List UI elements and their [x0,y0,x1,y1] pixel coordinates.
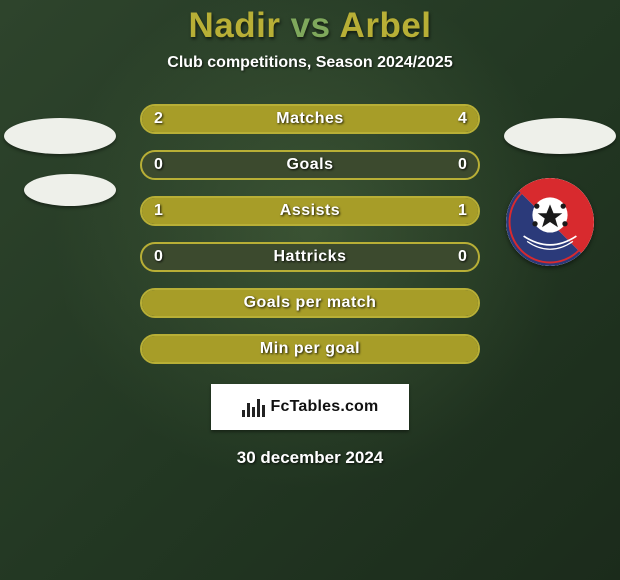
page-title: Nadir vs Arbel [0,0,620,46]
stat-value-left: 1 [154,196,163,226]
title-player1: Nadir [188,6,280,45]
title-player2: Arbel [340,6,432,45]
stat-label: Goals per match [0,288,620,318]
subtitle: Club competitions, Season 2024/2025 [0,54,620,72]
stat-value-left: 0 [154,150,163,180]
side-ellipse [504,118,616,154]
stat-value-left: 0 [154,242,163,272]
stat-value-right: 4 [458,104,467,134]
stat-row: Goals per match [0,288,620,318]
stat-row: Min per goal [0,334,620,364]
brand-bars-icon [242,397,265,417]
stat-value-right: 0 [458,242,467,272]
brand-main: Tables [290,398,341,415]
stat-label: Min per goal [0,334,620,364]
stat-value-right: 1 [458,196,467,226]
date-text: 30 december 2024 [0,448,620,468]
side-ellipse [4,118,116,154]
title-vs: vs [291,6,331,45]
brand-prefix: Fc [271,398,290,415]
brand-badge: FcTables.com [211,384,409,430]
side-ellipse [24,174,116,206]
stat-value-left: 2 [154,104,163,134]
brand-suffix: .com [340,398,378,415]
brand-text: FcTables.com [271,398,379,416]
club-logo [506,178,594,266]
stat-value-right: 0 [458,150,467,180]
